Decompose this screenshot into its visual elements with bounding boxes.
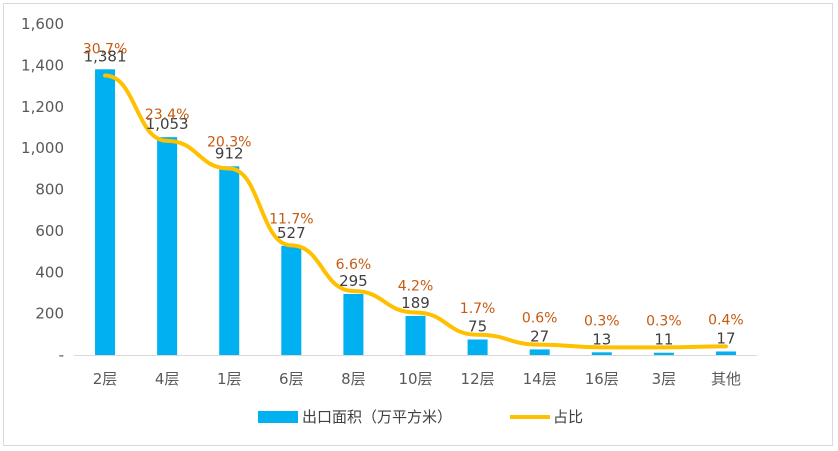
bar-value-label: 27 xyxy=(530,327,549,345)
bar-series xyxy=(95,69,736,355)
x-category-label: 14层 xyxy=(523,370,557,388)
bar xyxy=(715,351,736,355)
bar-value-label: 295 xyxy=(339,272,368,290)
bar xyxy=(529,349,550,355)
bar-value-label: 1,053 xyxy=(146,115,189,133)
y-tick-label: 1,600 xyxy=(21,15,64,33)
percent-label: 0.3% xyxy=(646,313,682,329)
bar-value-label: 11 xyxy=(654,331,673,349)
bar-value-label: 527 xyxy=(277,224,306,242)
x-category-label: 8层 xyxy=(341,370,366,388)
legend-bar-swatch xyxy=(258,411,298,423)
x-category-label: 3层 xyxy=(652,370,677,388)
line-series xyxy=(103,73,728,350)
x-category-label: 16层 xyxy=(585,370,619,388)
chart-frame xyxy=(3,3,833,446)
bar xyxy=(653,352,674,355)
y-tick-label: 200 xyxy=(35,305,64,323)
percent-label: 0.4% xyxy=(708,312,744,328)
bar-value-label: 189 xyxy=(401,294,430,312)
bar-value-label: 75 xyxy=(468,317,487,335)
x-category-label: 1层 xyxy=(217,370,242,388)
percent-labels: 30.7% 23.4% 20.3% 11.7% 6.6% 4.2% 1.7% 0.6% 0.3%… xyxy=(83,42,744,330)
bar xyxy=(591,352,612,355)
x-category-label: 10层 xyxy=(398,370,432,388)
bar xyxy=(219,166,240,355)
percent-label: 1.7% xyxy=(460,301,496,317)
bar-value-label: 912 xyxy=(215,144,244,162)
bar-value-label: 17 xyxy=(716,329,735,347)
bar-value-label: 13 xyxy=(592,330,611,348)
x-category-label: 4层 xyxy=(155,370,180,388)
bar-value-label: 1,381 xyxy=(84,47,127,65)
x-category-label: 12层 xyxy=(461,370,495,388)
x-category-label: 6层 xyxy=(279,370,304,388)
bar xyxy=(405,315,426,355)
percent-label: 4.2% xyxy=(398,278,434,294)
y-tick-label: 600 xyxy=(35,222,64,240)
x-axis-categories: 2层 4层 1层 6层 8层 10层 12层 14层 16层 3层 其他 xyxy=(93,370,741,388)
legend: 出口面积（万平方米） 占比 xyxy=(258,408,583,426)
bar xyxy=(157,137,178,355)
y-tick-label: 1,200 xyxy=(21,98,64,116)
y-tick-label: 400 xyxy=(35,263,64,281)
bar-value-labels: 1,381 1,053 912 527 295 189 75 27 13 11 17 xyxy=(84,47,736,348)
y-tick-label: 800 xyxy=(35,181,64,199)
legend-line-label: 占比 xyxy=(553,408,583,426)
percent-label: 11.7% xyxy=(269,211,313,227)
bar xyxy=(281,245,302,355)
bar xyxy=(95,69,116,355)
percent-label: 20.3% xyxy=(207,135,251,151)
y-axis: - 200 400 600 800 1,000 1,200 1,400 1,600 xyxy=(21,15,64,364)
legend-bar-label: 出口面积（万平方米） xyxy=(302,408,452,426)
percent-label: 0.3% xyxy=(584,313,620,329)
bar xyxy=(343,293,364,355)
y-tick-label: 1,400 xyxy=(21,56,64,74)
bar xyxy=(467,339,488,355)
y-tick-label: 1,000 xyxy=(21,139,64,157)
x-category-label: 2层 xyxy=(93,370,118,388)
percent-label: 6.6% xyxy=(336,257,372,273)
y-tick-label: - xyxy=(59,346,64,364)
percent-label: 23.4% xyxy=(145,107,189,123)
percent-label: 30.7% xyxy=(83,42,127,58)
x-category-label: 其他 xyxy=(711,370,741,388)
percent-label: 0.6% xyxy=(522,311,558,327)
